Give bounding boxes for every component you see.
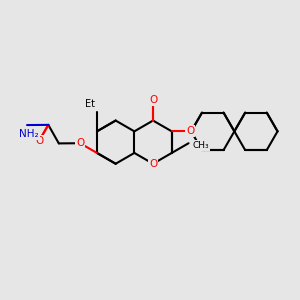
- Text: NH₂: NH₂: [19, 129, 39, 139]
- Text: O: O: [149, 159, 157, 169]
- Text: O: O: [35, 136, 43, 146]
- Text: O: O: [149, 95, 157, 105]
- Text: O: O: [76, 138, 84, 148]
- Text: CH₃: CH₃: [193, 141, 209, 150]
- Text: Et: Et: [85, 99, 95, 109]
- Text: O: O: [186, 126, 194, 136]
